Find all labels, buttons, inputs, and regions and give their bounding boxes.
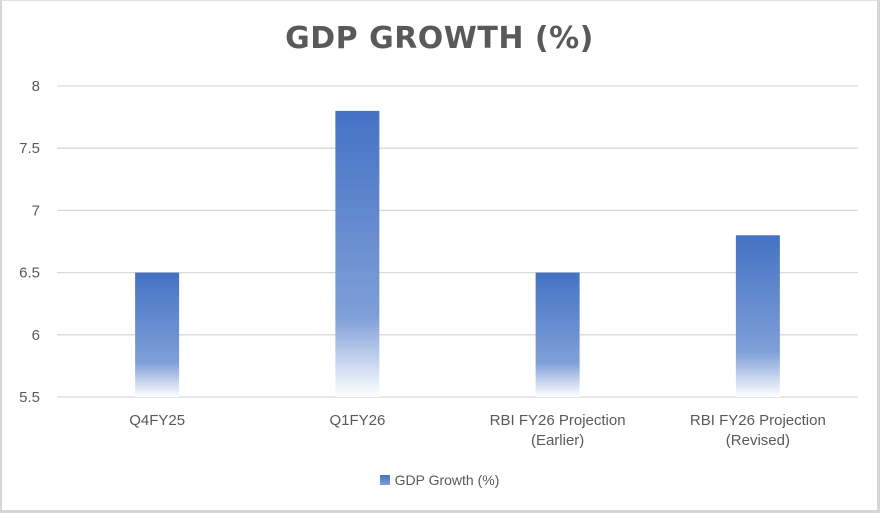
y-tick-label: 7.5	[19, 140, 40, 157]
x-category-label: RBI FY26 Projection	[690, 412, 826, 429]
y-tick-label: 6.5	[19, 265, 40, 282]
x-category-label: RBI FY26 Projection	[490, 412, 626, 429]
x-category-label: (Earlier)	[531, 432, 584, 449]
x-axis-labels: Q4FY25 Q1FY26 RBI FY26 Projection (Earlier)…	[129, 412, 826, 449]
bar	[135, 272, 180, 397]
x-category-label: Q1FY26	[329, 412, 385, 429]
legend-label: GDP Growth (%)	[394, 472, 500, 488]
bar	[735, 235, 780, 397]
legend-swatch-icon	[379, 475, 390, 485]
bars	[135, 110, 780, 397]
bar	[335, 110, 380, 397]
legend: GDP Growth (%)	[2, 472, 877, 488]
chart-title: GDP GROWTH (%)	[285, 21, 594, 56]
bar	[535, 272, 580, 397]
y-tick-label: 7	[32, 202, 40, 219]
y-tick-label: 5.5	[19, 389, 40, 406]
x-category-label: (Revised)	[726, 432, 790, 449]
gridlines	[57, 85, 858, 398]
x-category-label: Q4FY25	[129, 412, 185, 429]
y-tick-label: 8	[32, 78, 40, 95]
y-tick-label: 6	[32, 327, 40, 344]
y-axis-ticks: 5.5 6 6.5 7 7.5 8	[19, 78, 40, 406]
